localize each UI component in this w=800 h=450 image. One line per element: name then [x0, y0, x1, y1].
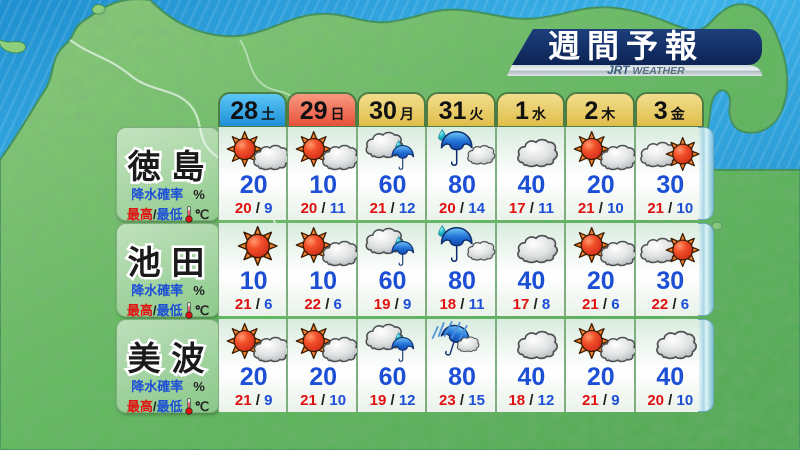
- svg-text:週間予報: 週間予報: [548, 28, 704, 64]
- svg-text:JRT WEATHER: JRT WEATHER: [607, 63, 685, 77]
